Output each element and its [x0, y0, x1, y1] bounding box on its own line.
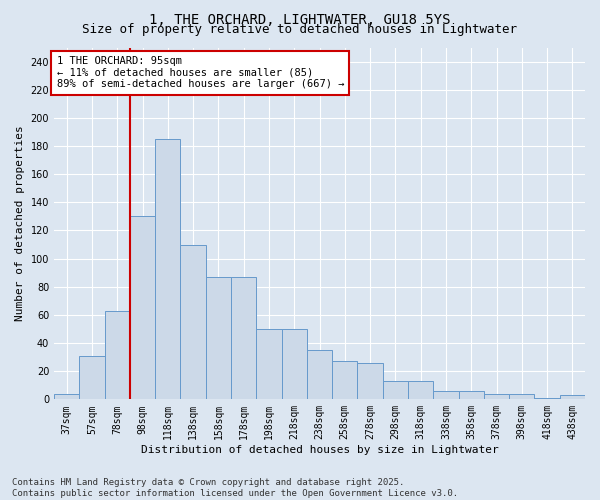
Text: Size of property relative to detached houses in Lightwater: Size of property relative to detached ho…	[83, 22, 517, 36]
Bar	[458, 391, 484, 400]
Bar	[155, 139, 181, 400]
Bar	[383, 381, 408, 400]
Bar	[535, 398, 560, 400]
Text: 1, THE ORCHARD, LIGHTWATER, GU18 5YS: 1, THE ORCHARD, LIGHTWATER, GU18 5YS	[149, 12, 451, 26]
Bar	[130, 216, 155, 400]
X-axis label: Distribution of detached houses by size in Lightwater: Distribution of detached houses by size …	[140, 445, 499, 455]
Bar	[281, 329, 307, 400]
Bar	[104, 310, 130, 400]
Y-axis label: Number of detached properties: Number of detached properties	[15, 126, 25, 322]
Text: Contains HM Land Registry data © Crown copyright and database right 2025.
Contai: Contains HM Land Registry data © Crown c…	[12, 478, 458, 498]
Bar	[79, 356, 104, 400]
Bar	[231, 277, 256, 400]
Bar	[484, 394, 509, 400]
Bar	[509, 394, 535, 400]
Bar	[560, 395, 585, 400]
Bar	[54, 394, 79, 400]
Text: 1 THE ORCHARD: 95sqm
← 11% of detached houses are smaller (85)
89% of semi-detac: 1 THE ORCHARD: 95sqm ← 11% of detached h…	[56, 56, 344, 90]
Bar	[433, 391, 458, 400]
Bar	[408, 381, 433, 400]
Bar	[256, 329, 281, 400]
Bar	[181, 244, 206, 400]
Bar	[358, 362, 383, 400]
Bar	[206, 277, 231, 400]
Bar	[332, 362, 358, 400]
Bar	[307, 350, 332, 400]
